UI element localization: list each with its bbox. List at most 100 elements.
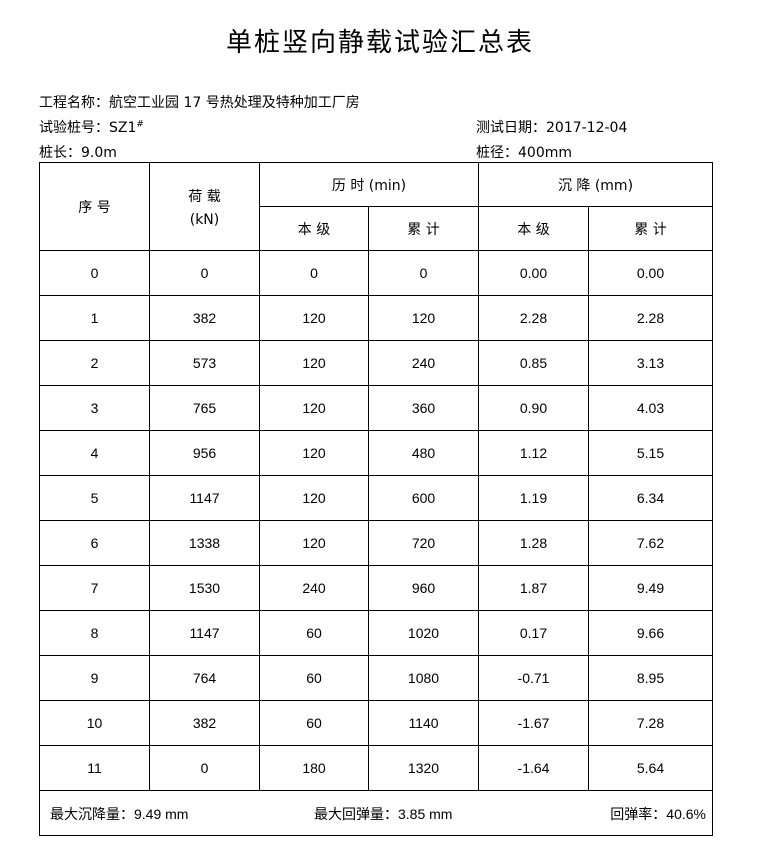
cell-load: 1338	[149, 520, 260, 566]
cell-load: 764	[149, 655, 260, 701]
cell-duration-level: 120	[259, 520, 369, 566]
pile-number-text: 试验桩号：SZ1	[39, 120, 137, 136]
pile-diameter: 桩径：400mm	[476, 145, 572, 161]
cell-duration-level: 0	[259, 250, 369, 296]
cell-settlement-cumulative: 0.00	[588, 250, 713, 296]
cell-settlement-level: 1.19	[478, 475, 589, 521]
header-duration: 历 时 (min)	[259, 162, 479, 207]
cell-settlement-level: 1.12	[478, 430, 589, 476]
cell-settlement-level: 0.85	[478, 340, 589, 386]
cell-settlement-level: 0.90	[478, 385, 589, 431]
cell-duration-cumulative: 480	[368, 430, 479, 476]
cell-settlement-level: -1.67	[478, 700, 589, 746]
cell-settlement-cumulative: 7.62	[588, 520, 713, 566]
cell-settlement-level: 0.17	[478, 610, 589, 656]
cell-settlement-cumulative: 4.03	[588, 385, 713, 431]
header-load-unit: (kN)	[189, 211, 220, 228]
cell-index: 7	[39, 565, 150, 611]
cell-settlement-cumulative: 6.34	[588, 475, 713, 521]
cell-index: 11	[39, 745, 150, 791]
load-test-table: 序 号 荷 载 (kN) 历 时 (min) 沉 降 (mm) 本 级 累 计 …	[39, 162, 713, 836]
cell-duration-cumulative: 120	[368, 295, 479, 341]
cell-index: 4	[39, 430, 150, 476]
cell-duration-level: 60	[259, 655, 369, 701]
table-row: 2 573 120 240 0.85 3.13	[39, 340, 713, 386]
cell-load: 1530	[149, 565, 260, 611]
cell-duration-cumulative: 960	[368, 565, 479, 611]
table-row: 1 382 120 120 2.28 2.28	[39, 295, 713, 341]
cell-duration-level: 60	[259, 700, 369, 746]
header-load: 荷 载 (kN)	[149, 162, 260, 251]
cell-index: 1	[39, 295, 150, 341]
table-row: 11 0 180 1320 -1.64 5.64	[39, 745, 713, 791]
cell-settlement-level: 1.28	[478, 520, 589, 566]
cell-load: 956	[149, 430, 260, 476]
summary-row: 最大沉降量：9.49 mm 最大回弹量：3.85 mm 回弹率：40.6%	[39, 790, 713, 836]
header-settlement-level: 本 级	[478, 206, 589, 251]
cell-settlement-level: -1.64	[478, 745, 589, 791]
cell-settlement-cumulative: 5.15	[588, 430, 713, 476]
project-name: 工程名称：航空工业园 17 号热处理及特种加工厂房	[39, 95, 360, 111]
cell-settlement-cumulative: 9.49	[588, 565, 713, 611]
header-settlement-cumulative: 累 计	[588, 206, 713, 251]
table-row: 8 1147 60 1020 0.17 9.66	[39, 610, 713, 656]
header-duration-cumulative: 累 计	[368, 206, 479, 251]
cell-load: 1147	[149, 610, 260, 656]
header-settlement: 沉 降 (mm)	[478, 162, 713, 207]
cell-duration-cumulative: 0	[368, 250, 479, 296]
cell-settlement-cumulative: 3.13	[588, 340, 713, 386]
table-row: 4 956 120 480 1.12 5.15	[39, 430, 713, 476]
cell-duration-cumulative: 1320	[368, 745, 479, 791]
cell-duration-cumulative: 1020	[368, 610, 479, 656]
cell-duration-level: 120	[259, 430, 369, 476]
cell-index: 0	[39, 250, 150, 296]
cell-index: 5	[39, 475, 150, 521]
cell-duration-cumulative: 600	[368, 475, 479, 521]
cell-load: 765	[149, 385, 260, 431]
summary-cell: 最大沉降量：9.49 mm 最大回弹量：3.85 mm 回弹率：40.6%	[39, 790, 713, 836]
cell-load: 0	[149, 250, 260, 296]
cell-settlement-cumulative: 9.66	[588, 610, 713, 656]
cell-duration-level: 180	[259, 745, 369, 791]
cell-index: 9	[39, 655, 150, 701]
page-title: 单桩竖向静载试验汇总表	[225, 28, 534, 58]
cell-duration-cumulative: 1140	[368, 700, 479, 746]
cell-settlement-cumulative: 5.64	[588, 745, 713, 791]
table-row: 9 764 60 1080 -0.71 8.95	[39, 655, 713, 701]
cell-settlement-cumulative: 7.28	[588, 700, 713, 746]
table-row: 5 1147 120 600 1.19 6.34	[39, 475, 713, 521]
cell-load: 1147	[149, 475, 260, 521]
max-rebound: 最大回弹量：3.85 mm	[314, 806, 453, 822]
cell-settlement-cumulative: 8.95	[588, 655, 713, 701]
pile-length: 桩长：9.0m	[39, 145, 117, 161]
header-index: 序 号	[39, 162, 150, 251]
pile-number-mark: #	[136, 119, 144, 130]
max-settlement: 最大沉降量：9.49 mm	[50, 806, 189, 822]
cell-duration-cumulative: 1080	[368, 655, 479, 701]
table-row: 7 1530 240 960 1.87 9.49	[39, 565, 713, 611]
test-date: 测试日期：2017-12-04	[476, 120, 628, 136]
cell-index: 6	[39, 520, 150, 566]
cell-duration-cumulative: 720	[368, 520, 479, 566]
cell-duration-level: 60	[259, 610, 369, 656]
header-load-label: 荷 载	[188, 188, 221, 205]
cell-duration-cumulative: 240	[368, 340, 479, 386]
cell-settlement-level: -0.71	[478, 655, 589, 701]
cell-settlement-cumulative: 2.28	[588, 295, 713, 341]
cell-duration-cumulative: 360	[368, 385, 479, 431]
cell-index: 8	[39, 610, 150, 656]
rebound-rate: 回弹率：40.6%	[610, 806, 706, 822]
cell-load: 382	[149, 295, 260, 341]
cell-settlement-level: 2.28	[478, 295, 589, 341]
cell-index: 10	[39, 700, 150, 746]
cell-index: 2	[39, 340, 150, 386]
cell-settlement-level: 1.87	[478, 565, 589, 611]
cell-settlement-level: 0.00	[478, 250, 589, 296]
cell-load: 382	[149, 700, 260, 746]
table-row: 0 0 0 0 0.00 0.00	[39, 250, 713, 296]
cell-duration-level: 120	[259, 295, 369, 341]
cell-load: 0	[149, 745, 260, 791]
table-row: 3 765 120 360 0.90 4.03	[39, 385, 713, 431]
header-duration-level: 本 级	[259, 206, 369, 251]
pile-number: 试验桩号：SZ1#	[39, 117, 144, 137]
